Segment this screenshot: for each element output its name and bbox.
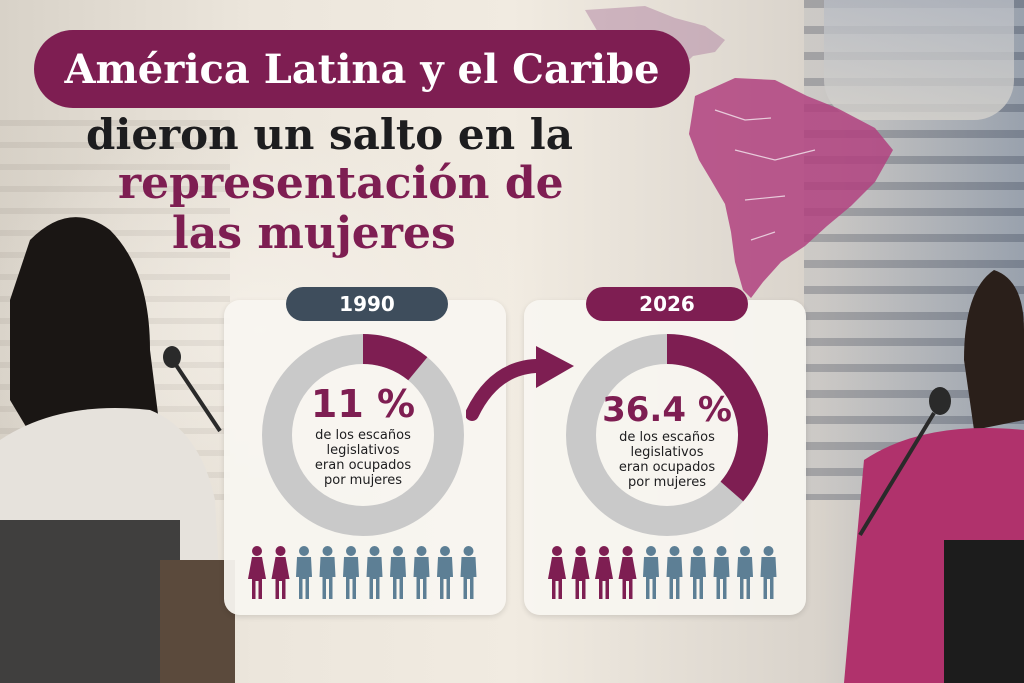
people-1990-person-icon bbox=[296, 546, 312, 599]
people-2026-person-icon bbox=[760, 546, 777, 599]
curved-arrow-icon bbox=[466, 346, 574, 421]
donut-slice-1990 bbox=[362, 334, 428, 381]
description-2026-line: de los escaños bbox=[619, 430, 715, 445]
percentage-1990: 11 % bbox=[310, 382, 416, 426]
description-2026-line: eran ocupados bbox=[618, 460, 716, 475]
microphone-left-icon bbox=[163, 346, 222, 433]
people-2026-person-icon bbox=[713, 546, 730, 599]
description-1990-line: de los escaños bbox=[315, 428, 411, 443]
year-label-1990: 1990 bbox=[286, 287, 448, 321]
microphone-right-icon bbox=[858, 387, 951, 537]
people-icons-2026 bbox=[548, 546, 777, 599]
description-2026: de los escaños legislativos eran ocupado… bbox=[592, 430, 742, 490]
people-2026-woman-icon bbox=[571, 546, 590, 599]
people-2026-person-icon bbox=[666, 546, 683, 599]
description-2026-line: legislativos bbox=[630, 445, 704, 460]
description-2026-line: por mujeres bbox=[627, 475, 707, 490]
people-1990-person-icon bbox=[366, 546, 383, 599]
people-1990-person-icon bbox=[319, 546, 336, 599]
description-1990-line: legislativos bbox=[326, 443, 400, 458]
people-2026-person-icon bbox=[643, 546, 659, 599]
people-icons-1990 bbox=[248, 546, 477, 599]
people-1990-person-icon bbox=[390, 546, 406, 599]
woman-left-photo bbox=[0, 217, 235, 683]
title-line-3: representación de bbox=[118, 158, 564, 209]
people-1990-person-icon bbox=[413, 546, 430, 599]
description-1990: de los escaños legislativos eran ocupado… bbox=[288, 428, 438, 488]
people-1990-person-icon bbox=[343, 546, 359, 599]
donut-chart-1990 bbox=[262, 334, 464, 536]
description-1990-line: eran ocupados bbox=[314, 458, 412, 473]
woman-right-photo bbox=[844, 270, 1024, 683]
people-1990-person-icon bbox=[437, 546, 453, 599]
title-line-2: dieron un salto en la bbox=[86, 110, 573, 159]
people-1990-person-icon bbox=[460, 546, 477, 599]
year-label-2026: 2026 bbox=[586, 287, 748, 321]
people-1990-woman-icon bbox=[271, 546, 290, 599]
people-2026-person-icon bbox=[737, 546, 753, 599]
percentage-2026: 36.4 % bbox=[602, 390, 732, 430]
people-2026-person-icon bbox=[690, 546, 706, 599]
title-line-4: las mujeres bbox=[172, 208, 456, 259]
people-2026-woman-icon bbox=[595, 546, 613, 599]
title-banner: América Latina y el Caribe bbox=[34, 30, 690, 108]
donut-chart-2026 bbox=[566, 334, 768, 536]
description-1990-line: por mujeres bbox=[323, 473, 403, 488]
donut-slice-2026 bbox=[666, 334, 768, 502]
people-1990-woman-icon bbox=[248, 546, 266, 599]
people-2026-woman-icon bbox=[618, 546, 637, 599]
people-2026-woman-icon bbox=[548, 546, 566, 599]
